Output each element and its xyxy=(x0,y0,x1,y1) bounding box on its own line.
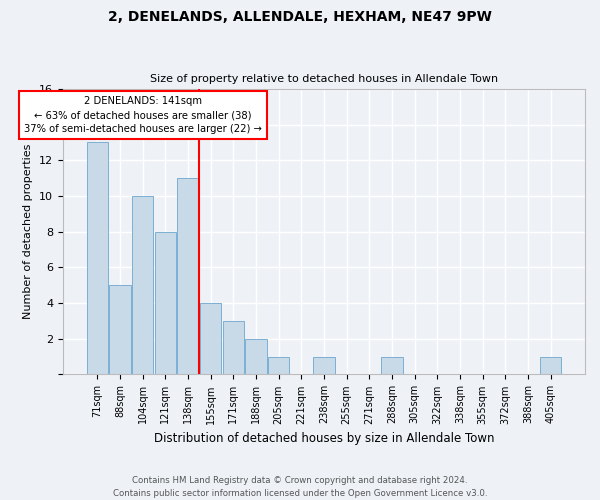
Bar xyxy=(268,356,289,374)
Bar xyxy=(132,196,154,374)
Title: Size of property relative to detached houses in Allendale Town: Size of property relative to detached ho… xyxy=(150,74,498,84)
X-axis label: Distribution of detached houses by size in Allendale Town: Distribution of detached houses by size … xyxy=(154,432,494,445)
Bar xyxy=(86,142,108,374)
Text: Contains HM Land Registry data © Crown copyright and database right 2024.
Contai: Contains HM Land Registry data © Crown c… xyxy=(113,476,487,498)
Bar xyxy=(109,285,131,374)
Bar xyxy=(223,321,244,374)
Text: 2, DENELANDS, ALLENDALE, HEXHAM, NE47 9PW: 2, DENELANDS, ALLENDALE, HEXHAM, NE47 9P… xyxy=(108,10,492,24)
Text: 2 DENELANDS: 141sqm
← 63% of detached houses are smaller (38)
37% of semi-detach: 2 DENELANDS: 141sqm ← 63% of detached ho… xyxy=(24,96,262,134)
Bar xyxy=(245,339,267,374)
Y-axis label: Number of detached properties: Number of detached properties xyxy=(23,144,34,320)
Bar xyxy=(200,303,221,374)
Bar xyxy=(540,356,561,374)
Bar xyxy=(381,356,403,374)
Bar xyxy=(155,232,176,374)
Bar xyxy=(313,356,335,374)
Bar xyxy=(177,178,199,374)
